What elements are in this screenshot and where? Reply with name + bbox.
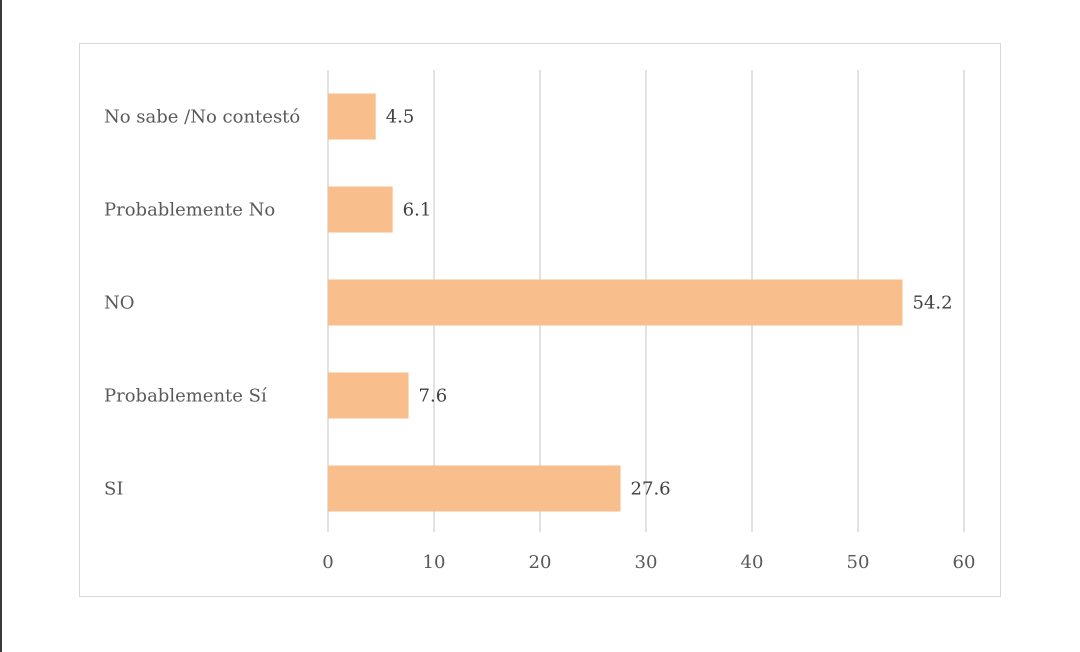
data-label: 54.2: [913, 293, 953, 314]
x-tick-label: 0: [322, 552, 333, 573]
bars: [328, 93, 903, 512]
data-label: 27.6: [631, 479, 671, 500]
category-label: Probablemente No: [104, 200, 275, 221]
x-tick-label: 60: [953, 552, 976, 573]
bar: [328, 372, 409, 419]
x-tick-label: 20: [529, 552, 552, 573]
category-label: SI: [104, 479, 123, 500]
bar: [328, 465, 621, 512]
x-tick-label: 40: [741, 552, 764, 573]
bar: [328, 93, 376, 140]
labels: 0 10 20 30 40 50 60 No sabe /No contestó 4.5 Prob…: [104, 107, 975, 574]
category-label: No sabe /No contestó: [104, 107, 300, 128]
category-label: NO: [104, 293, 135, 314]
window-edge: [0, 0, 2, 652]
x-tick-label: 30: [635, 552, 658, 573]
data-label: 7.6: [419, 386, 448, 407]
x-tick-label: 50: [847, 552, 870, 573]
bar: [328, 186, 393, 233]
category-label: Probablemente Sí: [104, 386, 267, 407]
data-label: 4.5: [386, 107, 415, 128]
data-label: 6.1: [403, 200, 432, 221]
bar: [328, 279, 903, 326]
x-tick-label: 10: [423, 552, 446, 573]
